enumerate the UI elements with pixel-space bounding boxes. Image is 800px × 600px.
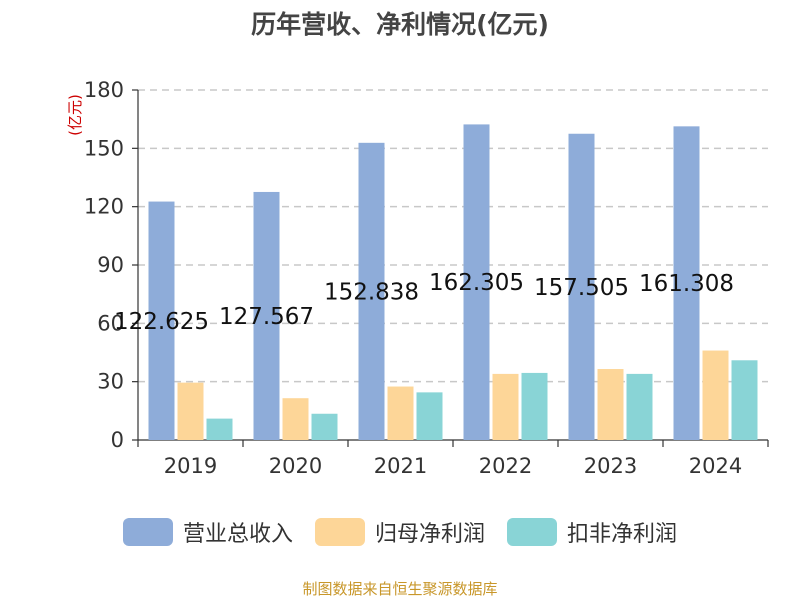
bar-revenue[interactable] xyxy=(358,142,385,440)
bar-net-profit[interactable] xyxy=(177,382,204,440)
y-unit-label: (亿元) xyxy=(66,94,84,136)
bar-deducted-profit[interactable] xyxy=(626,373,653,440)
x-tick-label: 2019 xyxy=(164,454,217,478)
x-tick-label: 2022 xyxy=(479,454,532,478)
bars xyxy=(148,124,758,441)
x-tick-label: 2021 xyxy=(374,454,427,478)
bar-deducted-profit[interactable] xyxy=(416,392,443,440)
legend-swatch-revenue xyxy=(122,518,173,546)
bar-revenue[interactable] xyxy=(463,124,490,440)
x-axis: 2019 2020 2021 2022 2023 2024 xyxy=(137,439,769,478)
bar-net-profit[interactable] xyxy=(492,373,519,440)
x-tick-label: 2020 xyxy=(269,454,322,478)
bar-deducted-profit[interactable] xyxy=(206,418,233,440)
legend: 营业总收入 归母净利润 扣非净利润 xyxy=(0,516,800,548)
y-tick-label: 60 xyxy=(97,311,124,335)
legend-swatch-deducted-profit xyxy=(507,518,557,546)
y-tick-label: 120 xyxy=(84,195,124,219)
data-label-revenue: 162.305 xyxy=(429,270,524,296)
legend-swatch-net-profit xyxy=(314,518,365,546)
legend-item-deducted-profit[interactable]: 扣非净利润 xyxy=(507,516,677,548)
y-axis: 0 30 60 90 120 150 180 xyxy=(84,78,139,452)
y-tick-label: 30 xyxy=(97,370,124,394)
bar-deducted-profit[interactable] xyxy=(521,372,548,440)
x-tick-label: 2024 xyxy=(689,454,742,478)
legend-label-deducted-profit: 扣非净利润 xyxy=(567,522,678,547)
chart-title: 历年营收、净利情况(亿元) xyxy=(251,10,549,39)
data-label-revenue: 157.505 xyxy=(534,275,629,301)
data-label-revenue: 127.567 xyxy=(219,304,314,330)
bar-revenue[interactable] xyxy=(568,133,595,440)
bar-deducted-profit[interactable] xyxy=(311,413,338,440)
gridlines xyxy=(138,89,768,383)
data-label-revenue: 161.308 xyxy=(639,271,734,297)
y-tick-label: 180 xyxy=(84,78,124,102)
bar-revenue[interactable] xyxy=(673,126,700,441)
source-note: 制图数据来自恒生聚源数据库 xyxy=(302,580,498,598)
legend-label-revenue: 营业总收入 xyxy=(182,522,293,547)
legend-item-revenue[interactable]: 营业总收入 xyxy=(122,516,293,548)
data-labels: 122.625 127.567 152.838 162.305 157.505 161.3… xyxy=(114,270,734,335)
bar-revenue[interactable] xyxy=(148,201,175,440)
bar-net-profit[interactable] xyxy=(282,398,309,440)
legend-label-net-profit: 归母净利润 xyxy=(374,522,485,547)
bar-net-profit[interactable] xyxy=(597,369,624,440)
bar-net-profit[interactable] xyxy=(702,350,729,440)
legend-item-net-profit[interactable]: 归母净利润 xyxy=(314,516,485,548)
y-tick-label: 0 xyxy=(111,428,124,452)
data-label-revenue: 122.625 xyxy=(114,309,209,335)
data-label-revenue: 152.838 xyxy=(324,279,419,305)
y-tick-label: 90 xyxy=(97,253,124,277)
y-tick-label: 150 xyxy=(84,136,124,160)
bar-revenue[interactable] xyxy=(253,191,280,440)
x-tick-label: 2023 xyxy=(584,454,637,478)
bar-net-profit[interactable] xyxy=(387,386,414,440)
bar-deducted-profit[interactable] xyxy=(731,360,758,440)
